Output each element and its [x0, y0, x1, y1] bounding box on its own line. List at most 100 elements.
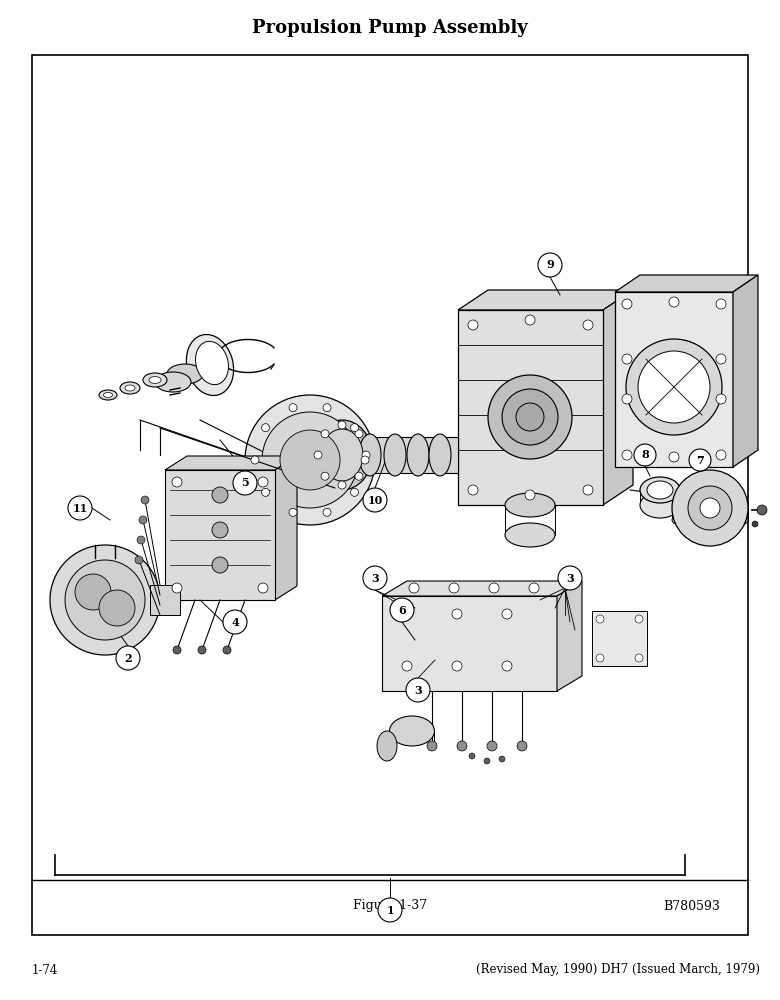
Circle shape — [449, 583, 459, 593]
Circle shape — [487, 741, 497, 751]
Circle shape — [289, 404, 297, 412]
Ellipse shape — [167, 364, 203, 384]
Circle shape — [99, 590, 135, 626]
Circle shape — [141, 496, 149, 504]
Text: 5: 5 — [241, 478, 249, 488]
Circle shape — [212, 522, 228, 538]
Circle shape — [75, 574, 111, 610]
Bar — [458, 310, 603, 505]
Circle shape — [363, 566, 387, 590]
Ellipse shape — [640, 477, 680, 503]
Circle shape — [245, 395, 375, 525]
Circle shape — [314, 451, 322, 459]
Circle shape — [137, 536, 145, 544]
Ellipse shape — [505, 523, 555, 547]
Text: 1-74: 1-74 — [32, 964, 58, 976]
Circle shape — [757, 505, 767, 515]
Polygon shape — [155, 374, 203, 382]
Circle shape — [452, 609, 462, 619]
Ellipse shape — [672, 510, 748, 530]
Circle shape — [752, 521, 758, 527]
Ellipse shape — [149, 376, 161, 383]
Ellipse shape — [505, 493, 555, 517]
Ellipse shape — [155, 372, 191, 392]
Ellipse shape — [389, 716, 434, 746]
Circle shape — [529, 583, 539, 593]
Bar — [350, 437, 458, 473]
Circle shape — [502, 389, 558, 445]
Circle shape — [525, 490, 535, 500]
Circle shape — [558, 566, 582, 590]
Circle shape — [402, 661, 412, 671]
Circle shape — [402, 609, 412, 619]
Circle shape — [233, 471, 257, 495]
Circle shape — [212, 557, 228, 573]
Text: B780593: B780593 — [663, 900, 720, 912]
Circle shape — [378, 898, 402, 922]
Circle shape — [622, 450, 632, 460]
Circle shape — [716, 299, 726, 309]
Polygon shape — [382, 581, 582, 596]
Circle shape — [212, 487, 228, 503]
Text: 2: 2 — [124, 652, 132, 664]
Text: 8: 8 — [641, 450, 649, 460]
Circle shape — [516, 403, 544, 431]
Circle shape — [172, 583, 182, 593]
Polygon shape — [275, 456, 297, 600]
Circle shape — [363, 488, 387, 512]
Polygon shape — [557, 581, 582, 691]
Circle shape — [135, 556, 143, 564]
Ellipse shape — [647, 481, 673, 499]
Circle shape — [672, 470, 748, 546]
Circle shape — [489, 583, 499, 593]
Circle shape — [525, 315, 535, 325]
Ellipse shape — [312, 420, 372, 490]
Circle shape — [583, 320, 593, 330]
Text: 11: 11 — [73, 502, 87, 514]
Circle shape — [362, 451, 370, 459]
Circle shape — [468, 485, 478, 495]
Text: 1: 1 — [386, 904, 394, 916]
Ellipse shape — [377, 731, 397, 761]
Text: 3: 3 — [371, 572, 379, 584]
Text: Propulsion Pump Assembly: Propulsion Pump Assembly — [252, 19, 528, 37]
Circle shape — [139, 516, 147, 524]
Ellipse shape — [640, 492, 680, 518]
Polygon shape — [458, 290, 633, 310]
Circle shape — [321, 430, 329, 438]
Ellipse shape — [196, 341, 229, 385]
Circle shape — [280, 430, 340, 490]
Circle shape — [635, 615, 643, 623]
Circle shape — [223, 610, 247, 634]
Circle shape — [669, 297, 679, 307]
Circle shape — [261, 424, 270, 432]
Circle shape — [323, 404, 331, 412]
Circle shape — [626, 339, 722, 435]
Polygon shape — [165, 456, 297, 470]
Circle shape — [634, 444, 656, 466]
Circle shape — [361, 456, 369, 464]
Circle shape — [669, 452, 679, 462]
Bar — [150, 585, 180, 615]
Text: 7: 7 — [696, 454, 704, 466]
Circle shape — [622, 354, 632, 364]
Circle shape — [261, 488, 270, 496]
Circle shape — [622, 394, 632, 404]
Circle shape — [355, 430, 363, 438]
Bar — [382, 596, 557, 691]
Circle shape — [338, 421, 346, 429]
Circle shape — [502, 661, 512, 671]
Circle shape — [65, 560, 145, 640]
Circle shape — [716, 354, 726, 364]
Circle shape — [596, 654, 604, 662]
Circle shape — [517, 741, 527, 751]
Circle shape — [622, 299, 632, 309]
Circle shape — [338, 481, 346, 489]
Circle shape — [716, 394, 726, 404]
Circle shape — [469, 753, 475, 759]
Polygon shape — [603, 290, 633, 505]
Circle shape — [289, 508, 297, 516]
Circle shape — [700, 498, 720, 518]
Text: 4: 4 — [231, 616, 239, 628]
Polygon shape — [615, 275, 758, 292]
